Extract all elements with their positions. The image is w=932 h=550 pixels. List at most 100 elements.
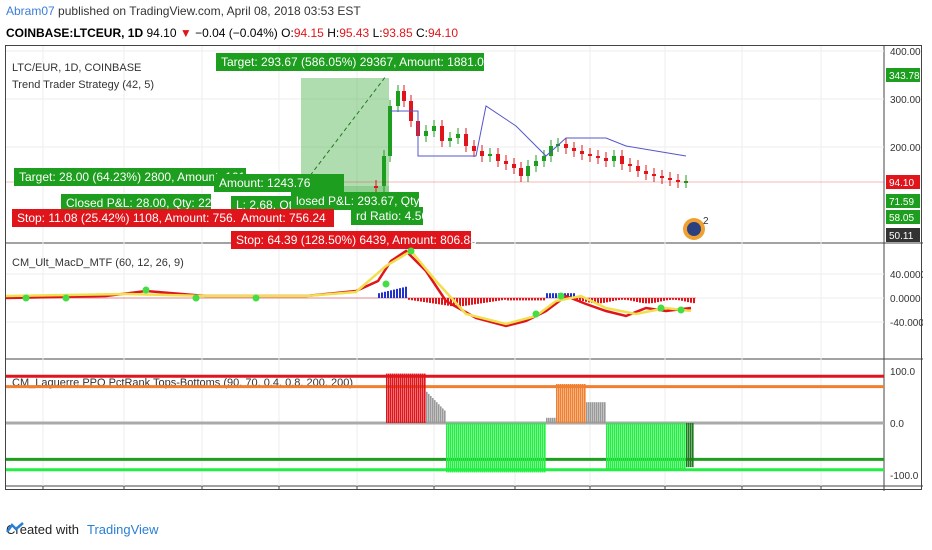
laguerre-bar	[410, 373, 412, 423]
laguerre-bar	[678, 423, 680, 470]
laguerre-bar	[472, 423, 474, 473]
laguerre-bar	[626, 423, 628, 470]
laguerre-bar	[510, 423, 512, 473]
laguerre-bar	[526, 423, 528, 473]
candle-body	[526, 166, 530, 176]
macd-hist-bar	[585, 298, 587, 302]
macd-hist-bar	[405, 286, 407, 298]
candle-body	[480, 151, 484, 156]
macd-hist-bar	[648, 298, 650, 304]
chart-svg[interactable]: AugSepOctNovDec2018FebMarAprMayJun400.00…	[6, 46, 923, 491]
laguerre-bar	[620, 423, 622, 470]
macd-hist-bar	[630, 298, 632, 301]
laguerre-bar	[474, 423, 476, 473]
laguerre-bar	[640, 423, 642, 470]
laguerre-bar	[624, 423, 626, 470]
macd-hist-bar	[525, 298, 527, 301]
laguerre-bar	[476, 423, 478, 473]
laguerre-bar	[666, 423, 668, 470]
laguerre-bar	[556, 384, 558, 423]
laguerre-bar	[660, 423, 662, 470]
macd-hist-bar	[570, 293, 572, 298]
laguerre-bar	[674, 423, 676, 470]
chart-frame[interactable]: AugSepOctNovDec2018FebMarAprMayJun400.00…	[5, 45, 923, 491]
laguerre-bar	[652, 423, 654, 470]
laguerre-bar	[662, 423, 664, 470]
candle-body	[396, 91, 400, 106]
tradingview-logo-icon	[6, 522, 24, 533]
laguerre-bar	[586, 402, 588, 423]
price-tag-3	[886, 210, 920, 224]
down-arrow-icon: ▼	[179, 26, 192, 40]
laguerre-bar	[404, 373, 406, 423]
price-tick-0: 400.00	[890, 47, 921, 58]
macd-hist-bar	[537, 298, 539, 301]
laguerre-bar	[534, 423, 536, 473]
candle-body	[628, 164, 632, 166]
macd-hist-bar	[513, 298, 515, 301]
laguerre-bar	[574, 384, 576, 423]
macd-hist-bar	[687, 298, 689, 303]
candle-body	[488, 154, 492, 156]
laguerre-tick-2: -100.0	[890, 471, 919, 482]
macd-hist-bar	[606, 298, 608, 303]
trade-label-6	[351, 207, 423, 225]
macd-hist-bar	[450, 298, 452, 307]
laguerre-bar	[592, 402, 594, 423]
laguerre-bar	[682, 423, 684, 470]
macd-hist-bar	[378, 293, 380, 298]
macd-hist-bar	[486, 298, 488, 303]
low-value: 93.85	[382, 26, 413, 40]
macd-hist-bar	[612, 298, 614, 301]
candle-body	[374, 186, 378, 188]
laguerre-bar	[686, 423, 688, 468]
laguerre-bar	[390, 373, 392, 423]
laguerre-bar	[612, 423, 614, 470]
macd-hist-bar	[411, 298, 413, 301]
laguerre-bar	[536, 423, 538, 473]
macd-hist-bar	[552, 293, 554, 298]
high-value: 95.43	[339, 26, 370, 40]
macd-hist-bar	[519, 298, 521, 301]
macd-hist-bar	[540, 298, 542, 301]
tradingview-link[interactable]: TradingView	[86, 522, 159, 537]
laguerre-bar	[580, 384, 582, 423]
laguerre-bar	[486, 423, 488, 473]
macd-hist-bar	[522, 298, 524, 301]
trade-label-0	[216, 53, 484, 71]
macd-hist-bar	[462, 298, 464, 307]
laguerre-bar	[600, 402, 602, 423]
laguerre-bar	[596, 402, 598, 423]
laguerre-bar	[648, 423, 650, 470]
laguerre-bar	[532, 423, 534, 473]
laguerre-bar	[680, 423, 682, 470]
macd-hist-bar	[690, 298, 692, 303]
macd-cross-dot	[532, 310, 540, 318]
trade-zone	[301, 78, 389, 186]
macd-hist-bar	[597, 298, 599, 304]
laguerre-bar	[538, 423, 540, 473]
price-tick-2: 200.00	[890, 143, 921, 154]
laguerre-bar	[452, 423, 454, 473]
candle-body	[382, 156, 386, 186]
high-label: H:	[327, 26, 340, 40]
candle-body	[668, 178, 672, 180]
author-link[interactable]: Abram07	[6, 4, 55, 18]
laguerre-bar	[420, 373, 422, 423]
laguerre-bar	[464, 423, 466, 473]
trade-label-1	[14, 168, 246, 186]
macd-hist-bar	[477, 298, 479, 304]
macd-hist-bar	[576, 298, 578, 301]
laguerre-bar	[418, 373, 420, 423]
macd-hist-bar	[474, 298, 476, 305]
laguerre-bar	[604, 402, 606, 423]
logo-badge-count: 2	[703, 216, 709, 227]
laguerre-bar	[434, 400, 436, 423]
candle-body	[660, 176, 664, 178]
macd-hist-bar	[489, 298, 491, 303]
macd-hist-bar	[546, 293, 548, 298]
macd-hist-bar	[438, 298, 440, 305]
macd-hist-bar	[678, 298, 680, 301]
footer: Created with TradingView	[6, 522, 159, 537]
macd-hist-bar	[534, 298, 536, 301]
